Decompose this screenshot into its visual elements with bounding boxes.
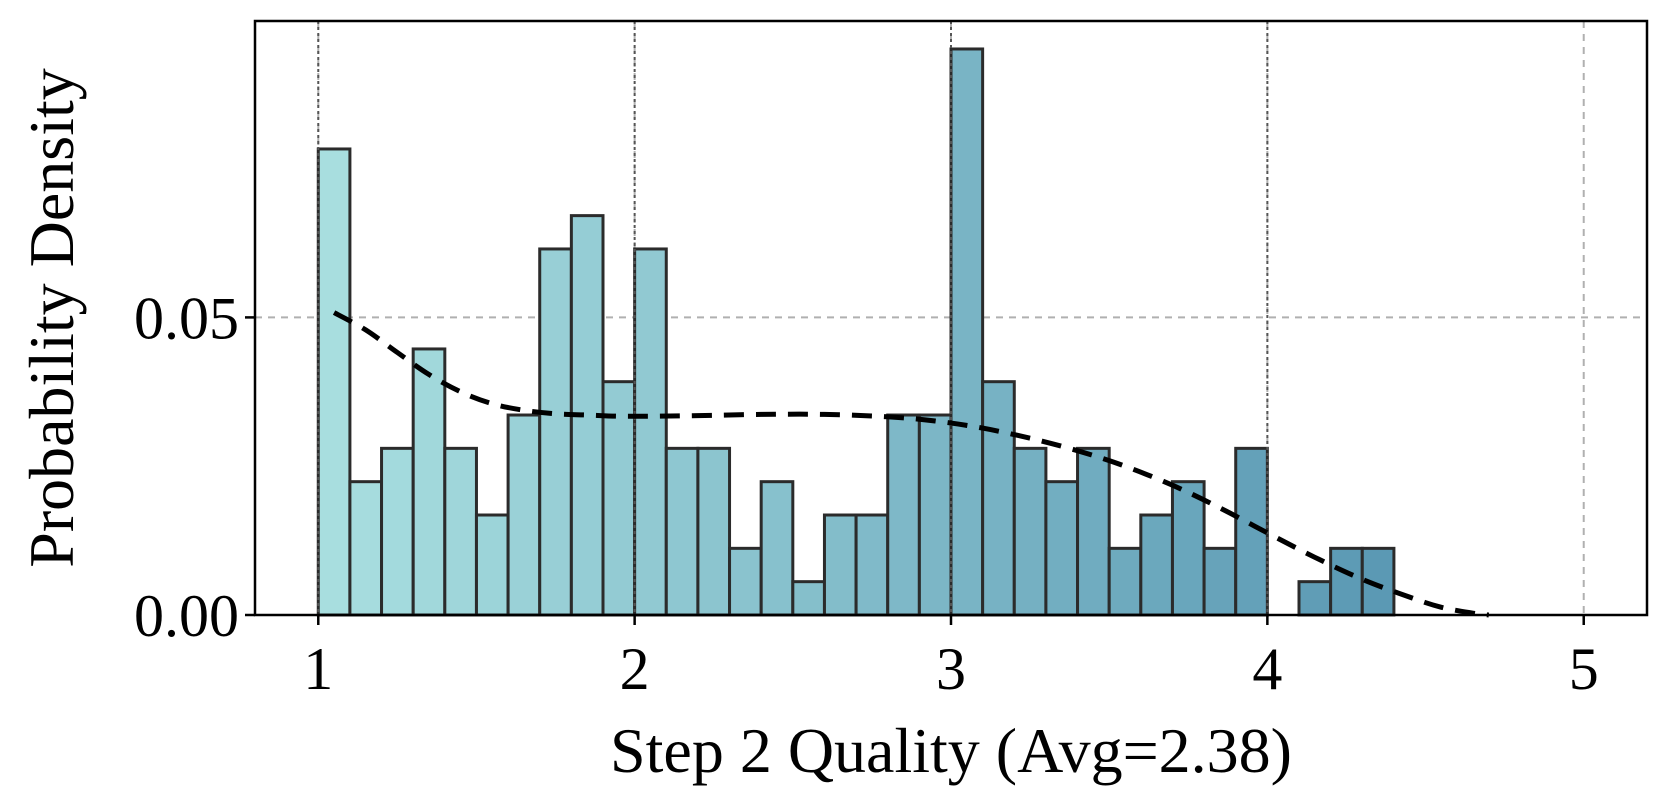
histogram-bar: [1297, 580, 1333, 617]
histogram-bar: [348, 480, 384, 617]
histogram-bar: [316, 147, 352, 617]
histogram-bar: [633, 247, 668, 617]
y-tick-label: 0.00: [134, 583, 239, 649]
histogram-bar: [854, 513, 890, 617]
histogram-bar: [474, 513, 510, 617]
histogram-bar: [728, 546, 763, 617]
y-tick-label: 0.05: [134, 285, 239, 351]
histogram-bar: [664, 446, 700, 617]
histogram-bar: [1076, 446, 1111, 617]
reference-lines: [317, 21, 1269, 615]
x-tick-label: 2: [620, 636, 650, 702]
histogram-bar: [886, 413, 921, 617]
histogram-bar: [1202, 546, 1238, 617]
histogram-bar: [1234, 446, 1269, 617]
histogram-bar: [759, 480, 795, 617]
histogram-bar: [822, 513, 858, 617]
histogram-bar: [696, 446, 732, 617]
x-axis-label: Step 2 Quality (Avg=2.38): [610, 715, 1292, 786]
histogram-bar: [380, 446, 415, 617]
histogram-bar: [1044, 480, 1080, 617]
density-curve: [332, 310, 1490, 618]
histogram-bar: [1170, 480, 1206, 617]
x-tick-label: 3: [936, 636, 966, 702]
kde-line: [332, 310, 1490, 618]
histogram-bars: [316, 47, 1396, 617]
y-tick-labels: 0.00 0.05: [134, 285, 239, 649]
histogram-bar: [601, 380, 637, 617]
histogram-bar: [981, 380, 1016, 617]
histogram-bar: [506, 413, 542, 617]
x-tick-label: 5: [1569, 636, 1599, 702]
histogram-bar: [443, 446, 478, 617]
x-tick-label: 1: [303, 636, 333, 702]
histogram-bar: [949, 47, 985, 617]
histogram-bar: [791, 580, 826, 617]
x-tick-label: 4: [1252, 636, 1282, 702]
histogram-bar: [1329, 546, 1364, 617]
y-axis-label: Probability Density: [16, 68, 87, 568]
axis-ticks: [245, 316, 1585, 625]
histogram-bar: [1139, 513, 1174, 617]
histogram-bar: [411, 347, 447, 617]
histogram-bar: [917, 413, 953, 617]
x-tick-labels: 1 2 3 4 5: [303, 636, 1598, 702]
histogram-bar: [1012, 446, 1048, 617]
histogram-bar: [538, 247, 573, 617]
histogram-bar: [1107, 546, 1143, 617]
